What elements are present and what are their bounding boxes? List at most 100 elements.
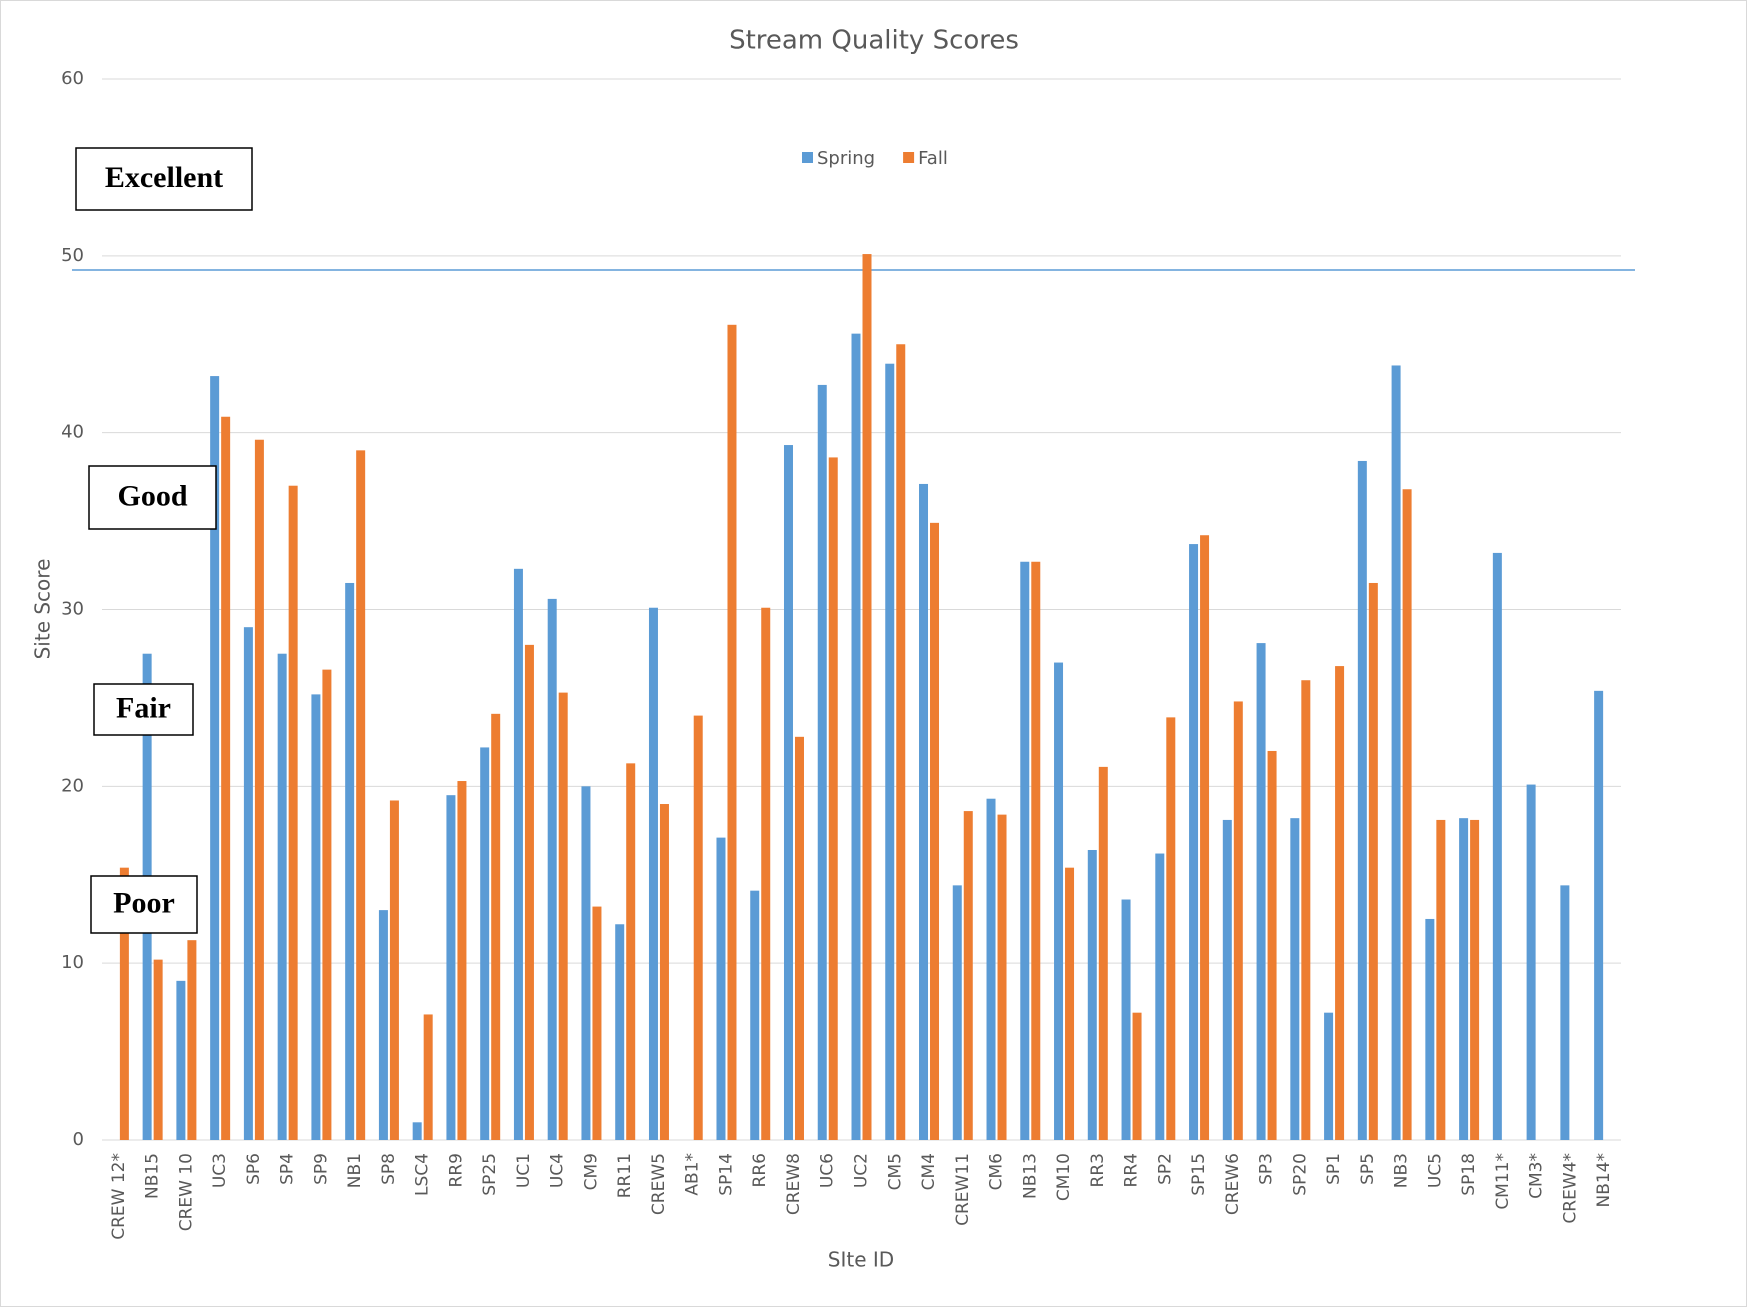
bar (1267, 750, 1277, 1140)
y-tick-label: 40 (61, 422, 84, 443)
bar (919, 483, 929, 1140)
x-tick-label: RR4 (1122, 1153, 1142, 1187)
bar (817, 384, 827, 1141)
x-tick-label: CREW11 (953, 1153, 973, 1226)
bar (626, 763, 636, 1140)
y-tick-label: 30 (61, 599, 84, 620)
bar (524, 644, 534, 1140)
bar (862, 254, 872, 1140)
bar (221, 416, 231, 1140)
x-tick-label: NB14* (1594, 1153, 1614, 1208)
y-axis-title: Site Score (31, 559, 55, 660)
y-tick-label: 10 (61, 952, 84, 973)
bar (153, 959, 163, 1140)
y-tick-label: 60 (61, 68, 84, 89)
bar (378, 910, 388, 1140)
bar (322, 669, 332, 1140)
legend-swatch (903, 152, 915, 163)
bar (513, 568, 523, 1140)
bar (783, 445, 793, 1140)
bar (210, 376, 220, 1141)
bar (356, 450, 366, 1141)
bar (412, 1122, 422, 1140)
bar (1031, 561, 1041, 1140)
bar (1324, 1012, 1334, 1140)
y-tick-label: 0 (73, 1129, 84, 1150)
bar (885, 363, 895, 1140)
x-tick-label: SP2 (1155, 1153, 1175, 1185)
bar (986, 798, 996, 1140)
x-tick-label: CM11* (1493, 1153, 1513, 1210)
bar (345, 582, 355, 1140)
x-tick-label: RR6 (750, 1153, 770, 1187)
bar (288, 485, 298, 1140)
bar (615, 924, 625, 1140)
bar (648, 607, 658, 1140)
annotation: Good (117, 479, 187, 512)
bar (491, 713, 501, 1140)
bar (1065, 867, 1075, 1140)
y-tick-label: 20 (61, 775, 84, 796)
x-tick-label: SP6 (244, 1153, 264, 1185)
bar (187, 940, 197, 1140)
x-tick-label: UC5 (1425, 1153, 1445, 1188)
x-tick-label: NB15 (143, 1153, 163, 1199)
bar (119, 867, 129, 1140)
bar (1391, 365, 1401, 1141)
x-tick-label: UC2 (852, 1153, 872, 1188)
annotation-box (90, 875, 198, 934)
annotation-box (75, 147, 253, 211)
x-tick-label: NB13 (1020, 1153, 1040, 1199)
bar (1121, 899, 1131, 1140)
legend-label: Spring (817, 148, 875, 169)
bar (1256, 643, 1266, 1140)
bar (1368, 582, 1378, 1140)
x-tick-label: AB1* (683, 1153, 703, 1196)
bar (254, 439, 264, 1140)
x-tick-label: SP18 (1459, 1153, 1479, 1196)
x-tick-label: UC3 (210, 1153, 230, 1188)
x-tick-label: SP5 (1358, 1153, 1378, 1185)
bar (727, 324, 737, 1140)
bar (1357, 460, 1367, 1141)
y-tick-label: 50 (61, 245, 84, 266)
bar (446, 795, 456, 1140)
bar (963, 811, 973, 1140)
bar (1222, 819, 1232, 1140)
x-tick-label: SP4 (278, 1153, 298, 1185)
bar (1087, 849, 1097, 1140)
x-axis-title: SIte ID (828, 1248, 894, 1272)
x-tick-label: RR9 (446, 1153, 466, 1187)
bar (828, 457, 838, 1140)
bar (558, 692, 568, 1140)
bar (423, 1014, 433, 1140)
bar (1166, 717, 1176, 1140)
legend-swatch (802, 152, 813, 163)
annotation: Poor (113, 886, 175, 919)
x-tick-label: CREW4* (1560, 1153, 1580, 1224)
bar (1526, 784, 1536, 1140)
bar (1020, 561, 1030, 1140)
bar (1459, 818, 1469, 1140)
x-tick-label: UC6 (818, 1153, 838, 1188)
bar (659, 804, 669, 1140)
x-tick-label: CREW 10 (176, 1153, 196, 1231)
bar (243, 627, 253, 1140)
x-tick-label: SP1 (1324, 1153, 1344, 1185)
x-tick-label: CM3* (1527, 1153, 1547, 1199)
annotation-box (93, 683, 194, 736)
x-tick-label: SP9 (311, 1153, 331, 1185)
x-tick-label: CM6 (987, 1153, 1007, 1190)
bar (851, 333, 861, 1140)
bar (1189, 544, 1199, 1140)
bar (1054, 662, 1064, 1140)
bar (480, 747, 490, 1140)
bar (1560, 885, 1570, 1140)
x-tick-label: NB3 (1392, 1153, 1412, 1188)
bar (389, 800, 399, 1140)
bar (761, 607, 771, 1140)
x-tick-label: SP20 (1290, 1153, 1310, 1196)
bar (592, 906, 602, 1140)
x-tick-label: LSC4 (413, 1153, 433, 1196)
bar (1132, 1012, 1142, 1140)
